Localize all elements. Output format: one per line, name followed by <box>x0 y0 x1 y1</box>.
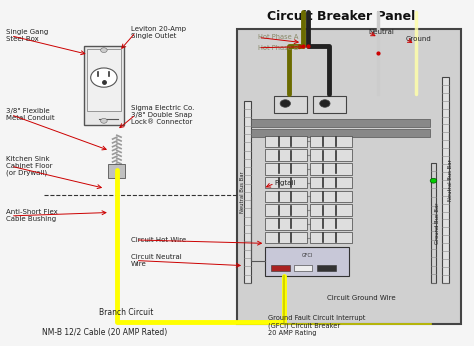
Bar <box>265 177 307 189</box>
Circle shape <box>430 178 437 183</box>
Circle shape <box>280 100 291 107</box>
Text: Leviton 20-Amp
Single Outlet: Leviton 20-Amp Single Outlet <box>131 26 186 39</box>
Bar <box>265 232 307 243</box>
Text: Hot Phase A: Hot Phase A <box>258 35 299 40</box>
Bar <box>442 77 448 283</box>
Text: Single Gang
Steel Box: Single Gang Steel Box <box>6 29 48 42</box>
Bar <box>237 29 461 324</box>
Circle shape <box>100 118 107 123</box>
Bar <box>84 46 124 125</box>
Bar <box>244 101 251 283</box>
Text: Circuit Ground Wire: Circuit Ground Wire <box>327 295 395 301</box>
Bar <box>265 136 307 147</box>
Text: Circuit Breaker Panel: Circuit Breaker Panel <box>266 10 415 23</box>
Bar <box>313 96 346 113</box>
Bar <box>265 191 307 202</box>
Text: Sigma Electric Co.
3/8" Double Snap
Lock® Connector: Sigma Electric Co. 3/8" Double Snap Lock… <box>131 104 194 125</box>
Bar <box>251 129 430 137</box>
Text: Ground Fault Circuit Interrupt
(GFCI) Circuit Breaker
20 AMP Rating: Ground Fault Circuit Interrupt (GFCI) Ci… <box>268 316 365 336</box>
Bar <box>431 163 436 283</box>
Text: Kitchen Sink
Cabinet Floor
(or Drywall): Kitchen Sink Cabinet Floor (or Drywall) <box>6 156 53 176</box>
Text: Neutral Bus Bar: Neutral Bus Bar <box>448 159 453 201</box>
Bar <box>251 119 430 127</box>
Circle shape <box>100 48 107 53</box>
Text: 3/8" Flexible
Metal Conduit: 3/8" Flexible Metal Conduit <box>6 108 55 121</box>
Bar <box>310 204 352 216</box>
Text: Ground Bus Bar: Ground Bus Bar <box>435 202 440 244</box>
Bar <box>310 163 352 175</box>
Circle shape <box>91 68 117 87</box>
Bar <box>109 164 125 178</box>
Text: Neutral Bus Bar: Neutral Bus Bar <box>240 171 245 213</box>
Text: Branch Circuit: Branch Circuit <box>99 308 154 317</box>
Bar <box>310 149 352 161</box>
Bar <box>271 265 290 271</box>
Text: Ground: Ground <box>406 36 431 42</box>
Bar <box>310 191 352 202</box>
Bar <box>87 49 121 111</box>
Text: Pigtail: Pigtail <box>275 180 296 186</box>
Circle shape <box>319 100 330 107</box>
Text: Circuit Hot Wire: Circuit Hot Wire <box>131 237 186 243</box>
Text: Anti-Short Flex
Cable Bushing: Anti-Short Flex Cable Bushing <box>6 209 58 222</box>
Bar <box>265 149 307 161</box>
Bar <box>265 204 307 216</box>
Bar <box>310 136 352 147</box>
Text: Hot Phase B: Hot Phase B <box>258 45 299 51</box>
Bar <box>310 232 352 243</box>
Bar <box>293 265 312 271</box>
Text: GFCI: GFCI <box>301 253 313 258</box>
Bar <box>265 247 349 276</box>
Bar <box>265 218 307 230</box>
Bar <box>274 96 307 113</box>
Bar <box>265 163 307 175</box>
Bar <box>317 265 336 271</box>
Text: Neutral: Neutral <box>368 29 394 35</box>
Text: Circuit Neutral
Wire: Circuit Neutral Wire <box>131 254 182 267</box>
Text: NM-B 12/2 Cable (20 AMP Rated): NM-B 12/2 Cable (20 AMP Rated) <box>43 328 168 337</box>
Bar <box>310 177 352 189</box>
Bar <box>310 218 352 230</box>
